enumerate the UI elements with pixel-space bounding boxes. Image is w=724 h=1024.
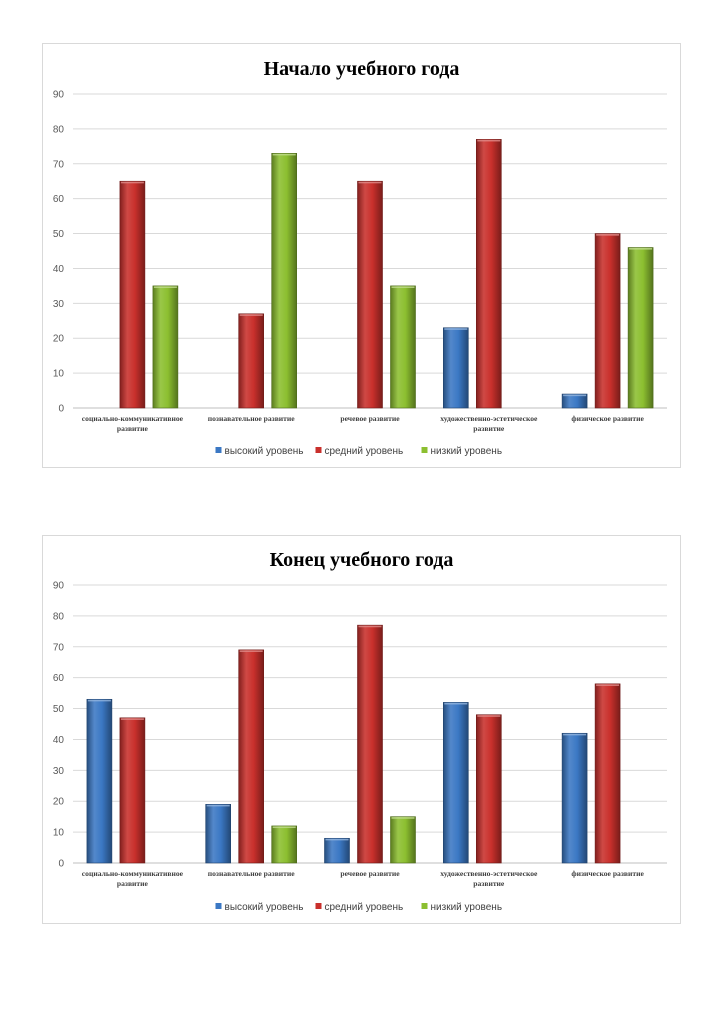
bar-highlight bbox=[477, 139, 501, 142]
legend-swatch-low bbox=[421, 903, 428, 909]
legend-label-high: высокий уровень bbox=[225, 902, 304, 913]
chart-end-of-year-svg: Конец учебного года 0 10 20 30 40 50 60 70 80 90 со… bbox=[53, 549, 667, 913]
bar-highlight bbox=[153, 286, 177, 288]
bar-highlight bbox=[444, 328, 468, 330]
legend: высокий уровень средний уровень низкий уро… bbox=[215, 902, 503, 913]
bar-highlight bbox=[206, 804, 230, 807]
legend: высокий уровень средний уровень низкий уро… bbox=[215, 446, 503, 457]
legend-swatch-mid bbox=[315, 447, 322, 453]
legend-label-mid: средний уровень bbox=[325, 446, 404, 457]
bar-highlight bbox=[272, 153, 296, 156]
category-label: познавательное развитие bbox=[208, 869, 296, 878]
y-tick-label: 60 bbox=[53, 194, 65, 205]
bar-mid-4 bbox=[475, 139, 502, 409]
category-label: художественно-эстетическое развитие bbox=[440, 869, 538, 888]
bar-low-3 bbox=[390, 285, 416, 409]
category-label: социально-коммуникативное развитие bbox=[82, 869, 184, 888]
y-tick-label: 80 bbox=[53, 124, 65, 135]
bar-low-2 bbox=[271, 153, 297, 409]
legend-swatch-mid bbox=[315, 903, 322, 909]
chart-start-of-year: Начало учебного года 0 10 20 30 40 50 60 70 80 90 с… bbox=[42, 43, 681, 468]
bar-highlight bbox=[272, 826, 296, 829]
bar-low-2 bbox=[271, 825, 297, 864]
category-label: социально-коммуникативное развитие bbox=[82, 414, 184, 433]
bar-high-1 bbox=[86, 698, 113, 864]
category-label: физическое развитие bbox=[571, 414, 644, 423]
legend-label-low: низкий уровень bbox=[431, 446, 503, 457]
y-tick-label: 90 bbox=[53, 90, 65, 101]
category-label: физическое развитие bbox=[571, 869, 644, 878]
y-tick-label: 70 bbox=[53, 159, 65, 170]
bar-highlight bbox=[120, 181, 144, 184]
bar-mid-3 bbox=[357, 180, 383, 409]
bar-highlight bbox=[596, 234, 620, 236]
legend-swatch-low bbox=[421, 447, 428, 453]
legend-label-low: низкий уровень bbox=[431, 902, 503, 913]
bar-highlight bbox=[358, 625, 382, 628]
legend-label-mid: средний уровень bbox=[325, 902, 404, 913]
y-tick-label: 30 bbox=[53, 766, 65, 777]
bar-mid-1 bbox=[119, 180, 146, 409]
bar-highlight bbox=[239, 650, 263, 652]
bar-high-5 bbox=[561, 393, 588, 409]
chart-start-of-year-svg: Начало учебного года 0 10 20 30 40 50 60 70 80 90 с… bbox=[53, 58, 667, 457]
bar-low-3 bbox=[390, 816, 416, 864]
category-label: речевое развитие bbox=[340, 414, 400, 423]
bar-highlight bbox=[563, 733, 587, 736]
bar-highlight bbox=[391, 817, 415, 819]
y-tick-label: 50 bbox=[53, 229, 65, 240]
y-tick-label: 80 bbox=[53, 611, 65, 622]
bar-highlight bbox=[120, 718, 144, 720]
y-tick-label: 20 bbox=[53, 797, 65, 808]
y-tick-label: 20 bbox=[53, 334, 65, 345]
y-tick-label: 10 bbox=[53, 369, 65, 380]
bar-high-4 bbox=[442, 702, 469, 864]
bar-mid-2 bbox=[238, 313, 264, 409]
bar-mid-4 bbox=[475, 714, 502, 864]
bar-highlight bbox=[629, 248, 653, 250]
y-tick-label: 0 bbox=[58, 404, 64, 415]
bar-mid-5 bbox=[594, 233, 621, 409]
bar-high-4 bbox=[442, 327, 469, 409]
bar-high-5 bbox=[561, 732, 588, 864]
category-label: художественно-эстетическое развитие bbox=[440, 414, 538, 433]
bar-highlight bbox=[87, 699, 111, 702]
bar-highlight bbox=[444, 702, 468, 705]
y-tick-label: 60 bbox=[53, 673, 65, 684]
bar-mid-2 bbox=[238, 649, 264, 864]
chart-end-of-year: Конец учебного года 0 10 20 30 40 50 60 70 80 90 со… bbox=[42, 535, 681, 924]
y-tick-label: 40 bbox=[53, 264, 65, 275]
y-tick-label: 70 bbox=[53, 642, 65, 653]
chart-title: Начало учебного года bbox=[264, 58, 460, 80]
y-tick-label: 10 bbox=[53, 828, 65, 839]
bar-highlight bbox=[596, 684, 620, 686]
category-label: речевое развитие bbox=[340, 869, 400, 878]
bar-highlight bbox=[477, 715, 501, 717]
bar-highlight bbox=[239, 314, 263, 316]
bar-high-2 bbox=[205, 804, 231, 864]
bar-low-5 bbox=[627, 247, 654, 409]
bar-highlight bbox=[325, 838, 349, 841]
y-tick-label: 90 bbox=[53, 581, 65, 592]
bar-highlight bbox=[391, 286, 415, 288]
bar-highlight bbox=[563, 394, 587, 397]
y-tick-label: 40 bbox=[53, 735, 65, 746]
bar-highlight bbox=[358, 181, 382, 184]
legend-swatch-high bbox=[215, 903, 222, 909]
chart-title: Конец учебного года bbox=[270, 549, 454, 571]
bar-mid-5 bbox=[594, 683, 621, 864]
y-tick-label: 50 bbox=[53, 704, 65, 715]
bar-low-1 bbox=[152, 285, 179, 409]
y-tick-label: 0 bbox=[58, 859, 64, 870]
bar-high-3 bbox=[324, 837, 350, 864]
bar-mid-1 bbox=[119, 717, 146, 864]
legend-swatch-high bbox=[215, 447, 222, 453]
y-tick-label: 30 bbox=[53, 299, 65, 310]
bar-mid-3 bbox=[357, 624, 383, 864]
legend-label-high: высокий уровень bbox=[225, 446, 304, 457]
category-label: познавательное развитие bbox=[208, 414, 296, 423]
